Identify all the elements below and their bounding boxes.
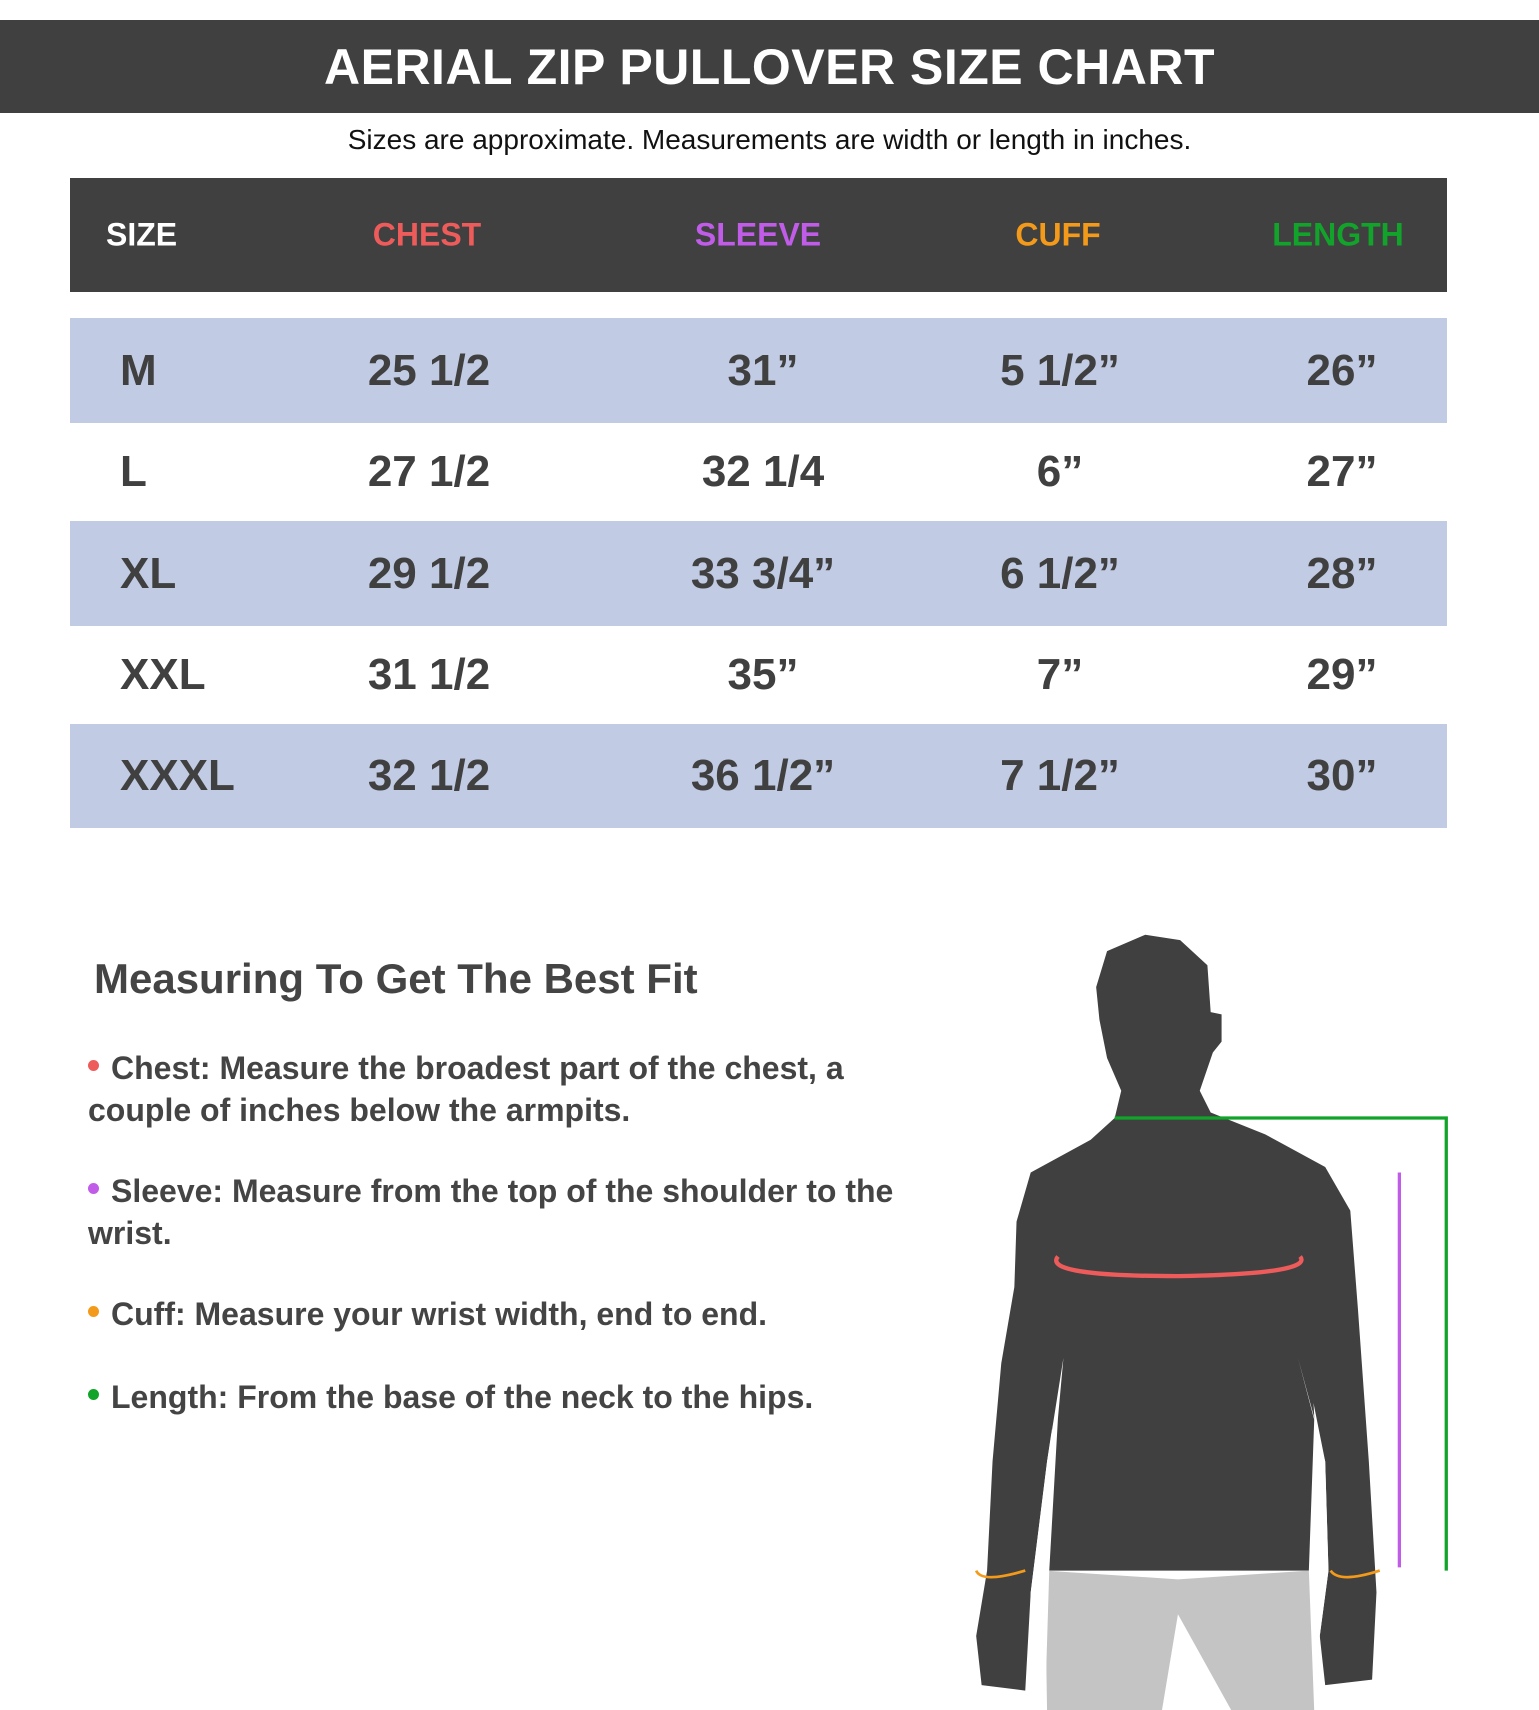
table-row: XXL 31 1/2 35” 7” 29” xyxy=(70,626,1447,724)
guide-item-length: Length: From the base of the neck to the… xyxy=(88,1376,918,1418)
guide-item-chest: Chest: Measure the broadest part of the … xyxy=(88,1050,844,1128)
cell-chest: 29 1/2 xyxy=(367,548,491,598)
header-length: LENGTH xyxy=(1272,216,1404,253)
bullet-dot xyxy=(88,1060,99,1072)
cell-length: 29” xyxy=(1306,650,1378,699)
cell-sleeve: 31” xyxy=(727,345,799,395)
cell-length: 30” xyxy=(1306,751,1378,800)
cell-size: XXL xyxy=(120,650,206,699)
cell-length: 28” xyxy=(1306,548,1378,598)
cell-sleeve: 32 1/4 xyxy=(701,447,825,496)
bullet-dot xyxy=(88,1183,99,1195)
silhouette-pants xyxy=(1044,1570,1315,1710)
cell-cuff: 7 1/2” xyxy=(1000,751,1120,800)
guide-heading: Measuring To Get The Best Fit xyxy=(94,955,698,1002)
cell-size: XL xyxy=(120,548,177,598)
cell-chest: 32 1/2 xyxy=(367,751,491,800)
cell-size: L xyxy=(120,447,147,496)
header-size: SIZE xyxy=(106,216,178,253)
chest-line xyxy=(1054,1255,1304,1279)
length-line xyxy=(1114,1116,1448,1571)
table-header: SIZE CHEST SLEEVE CUFF LENGTH xyxy=(70,178,1447,292)
header-cuff: CUFF xyxy=(1015,216,1101,253)
cell-cuff: 6” xyxy=(1036,447,1084,496)
table-row: XL 29 1/2 33 3/4” 6 1/2” 28” xyxy=(70,521,1447,626)
header-chest: CHEST xyxy=(372,216,482,253)
table-row: L 27 1/2 32 1/4 6” 27” xyxy=(70,423,1447,521)
header-sleeve: SLEEVE xyxy=(694,216,822,253)
cell-size: XXXL xyxy=(120,751,235,800)
cell-length: 27” xyxy=(1306,447,1378,496)
cell-cuff: 6 1/2” xyxy=(1000,548,1120,598)
cell-sleeve: 33 3/4” xyxy=(690,548,836,598)
title-bar: AERIAL ZIP PULLOVER SIZE CHART xyxy=(0,20,1539,113)
arm-gap-left xyxy=(1030,1357,1064,1710)
cell-cuff: 5 1/2” xyxy=(1000,345,1120,395)
cuff-right xyxy=(1329,1569,1381,1579)
cell-sleeve: 36 1/2” xyxy=(690,751,836,800)
silhouette-torso xyxy=(1044,1308,1315,1571)
cuff-left xyxy=(974,1569,1026,1579)
table-row: M 25 1/2 31” 5 1/2” 26” xyxy=(70,318,1447,423)
table-row: XXXL 32 1/2 36 1/2” 7 1/2” 30” xyxy=(70,724,1447,828)
cell-cuff: 7” xyxy=(1036,650,1084,699)
arm-gap-right xyxy=(1297,1357,1329,1710)
cell-sleeve: 35” xyxy=(727,650,799,699)
guide-item-cuff: Cuff: Measure your wrist width, end to e… xyxy=(88,1293,918,1335)
bullet-dot xyxy=(88,1389,99,1401)
cell-chest: 27 1/2 xyxy=(367,447,491,496)
cell-length: 26” xyxy=(1306,345,1378,395)
page-title: AERIAL ZIP PULLOVER SIZE CHART xyxy=(323,38,1215,95)
cell-chest: 31 1/2 xyxy=(367,650,491,699)
cell-chest: 25 1/2 xyxy=(367,345,491,395)
cell-size: M xyxy=(120,345,157,395)
bullet-dot xyxy=(88,1306,99,1318)
subtitle: Sizes are approximate. Measurements are … xyxy=(347,124,1192,155)
guide-item-sleeve: Sleeve: Measure from the top of the shou… xyxy=(88,1173,894,1251)
